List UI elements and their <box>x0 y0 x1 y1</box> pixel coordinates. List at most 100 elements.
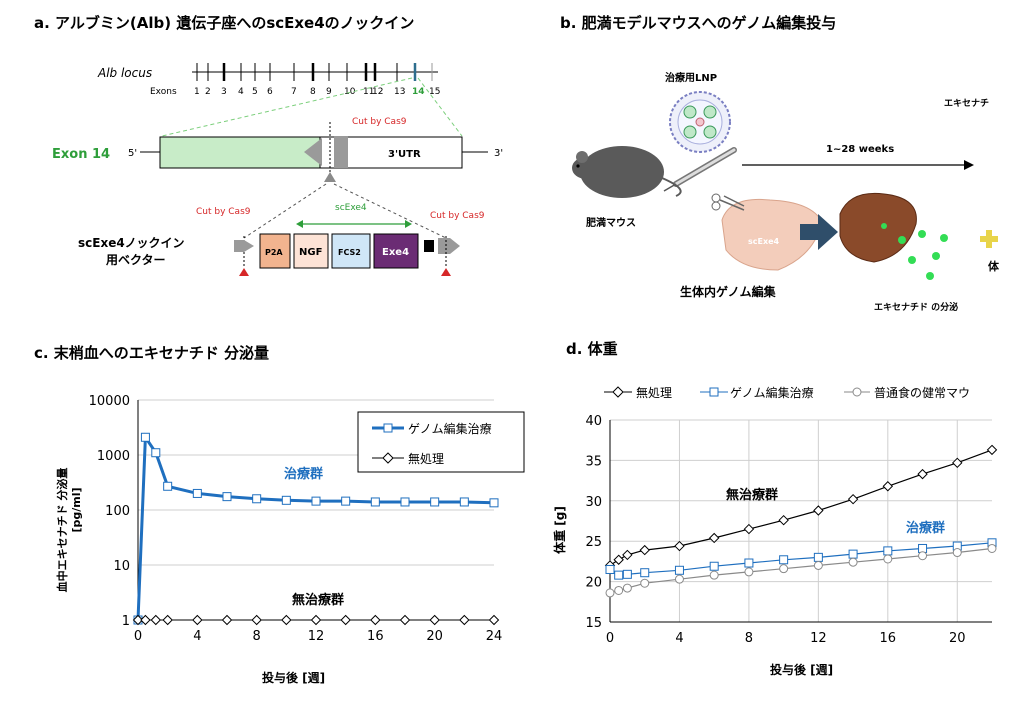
exon-number: 9 <box>326 87 332 97</box>
data-point <box>151 448 161 458</box>
data-point <box>192 488 202 498</box>
x-tick-label: 0 <box>606 631 614 646</box>
c-ylabel-2: [pg/ml] <box>70 487 83 532</box>
data-point <box>310 614 322 626</box>
vector-label-2: 用ベクター <box>105 253 166 267</box>
alb-locus-label: Alb locus <box>97 66 152 80</box>
data-point <box>744 558 754 568</box>
insertion-triangle <box>324 172 336 182</box>
c-legend-marker-untreated <box>382 452 394 464</box>
data-point <box>140 432 150 442</box>
y-tick-label: 1000 <box>97 449 130 464</box>
x-tick-label: 8 <box>745 631 753 646</box>
right-arm-block <box>438 238 450 254</box>
d-untreated-label: 無治療群 <box>726 487 778 503</box>
exon-number: 8 <box>310 87 316 97</box>
d-legend-untreated: 無処理 <box>636 385 672 400</box>
c-xlabel: 投与後 [週] <box>262 670 325 685</box>
panel-d: d. 体重 無処理 ゲノム編集治療 普通食の健常マウ 体重 [g] 投与後 [週… <box>552 340 998 677</box>
c-untreated-label: 無治療群 <box>292 592 344 608</box>
data-point <box>640 568 650 578</box>
y-tick-label: 10 <box>113 559 130 574</box>
homology-arm-block <box>334 136 348 168</box>
data-point <box>605 564 615 574</box>
zoom-line-left <box>161 77 413 137</box>
data-point <box>622 549 633 561</box>
data-point <box>986 444 998 456</box>
data-point <box>281 495 291 505</box>
data-point <box>622 569 632 579</box>
data-point <box>341 496 351 506</box>
editing-label: 生体内ゲノム編集 <box>680 284 777 299</box>
p2a-label: P2A <box>265 248 283 257</box>
data-point <box>883 554 893 564</box>
x-tick-label: 4 <box>675 631 683 646</box>
treated-liver-icon <box>839 192 917 263</box>
d-legend-marker-healthy <box>852 387 862 397</box>
fcs2-box <box>331 233 371 269</box>
data-point <box>614 585 624 595</box>
fcs2-label: FCS2 <box>338 248 361 257</box>
data-point <box>400 497 410 507</box>
data-point <box>488 614 500 626</box>
exe4-box <box>373 233 419 269</box>
data-point <box>459 614 470 626</box>
secreted-exenatide-dots <box>898 230 948 280</box>
data-point <box>150 614 162 626</box>
x-tick-label: 20 <box>949 631 966 646</box>
data-point <box>917 468 928 480</box>
panel-a-title: a. アルブミン(Alb) 遺伝子座へのscExe4のノックイン <box>34 14 414 32</box>
exon-number: 5 <box>252 87 258 97</box>
expand-line-right <box>333 183 447 239</box>
exon-number: 7 <box>291 87 297 97</box>
x-tick-label: 8 <box>253 629 261 644</box>
obese-mouse-icon <box>572 146 682 198</box>
d-legend-healthy: 普通食の健常マウ <box>874 385 970 400</box>
d-legend-marker-untreated <box>612 386 624 398</box>
d-legend: 無処理 ゲノム編集治療 普通食の健常マウ <box>604 385 970 400</box>
data-point <box>640 578 650 588</box>
zoom-line-right <box>417 77 463 137</box>
panel-b: b. 肥満モデルマウスへのゲノム編集投与 治療用LNP 肥満マウス <box>560 14 1000 313</box>
utr-label: 3'UTR <box>388 149 421 160</box>
data-point <box>639 544 650 556</box>
c-ylabel-1: 血中エキセナチド 分泌量 <box>55 468 69 593</box>
x-tick-label: 4 <box>193 629 201 644</box>
c-legend: ゲノム編集治療 無処理 <box>357 411 525 473</box>
cut-marker-right <box>441 268 451 276</box>
ngf-box <box>293 233 329 269</box>
x-tick-label: 16 <box>367 629 384 644</box>
data-point <box>848 549 858 559</box>
lnp-particle-icon <box>669 91 731 153</box>
scexe4-arrowhead-left <box>296 220 303 228</box>
data-point <box>674 565 684 575</box>
left-arm-block <box>234 240 244 252</box>
data-point <box>709 570 719 580</box>
left-arm-arrow <box>244 240 254 252</box>
y-tick-label: 15 <box>585 616 602 631</box>
data-point <box>674 540 685 552</box>
x-tick-label: 16 <box>880 631 897 646</box>
c-legend-treated: ゲノム編集治療 <box>408 421 492 436</box>
d-legend-treated: ゲノム編集治療 <box>730 385 814 400</box>
exon-number: 13 <box>394 87 405 97</box>
d-treated-label: 治療群 <box>906 520 945 536</box>
data-point <box>162 614 173 626</box>
c-legend-untreated: 無処理 <box>408 451 444 466</box>
exon14-box <box>159 136 321 169</box>
data-point <box>847 493 859 505</box>
data-point <box>708 532 720 544</box>
data-point <box>370 497 380 507</box>
y-tick-label: 20 <box>585 576 602 591</box>
data-point <box>340 614 351 626</box>
data-point <box>952 548 962 558</box>
secretion-label: エキセナチド の分泌 <box>874 301 958 313</box>
exon-number: 15 <box>429 87 440 97</box>
data-point <box>987 543 997 553</box>
weeks-label: 1~28 weeks <box>826 144 894 155</box>
data-point <box>140 614 151 626</box>
data-point <box>252 494 262 504</box>
c-tick-labels: 1 10 100 1000 10000 0 4 8 12 16 20 24 <box>89 394 503 644</box>
data-point <box>918 551 928 561</box>
